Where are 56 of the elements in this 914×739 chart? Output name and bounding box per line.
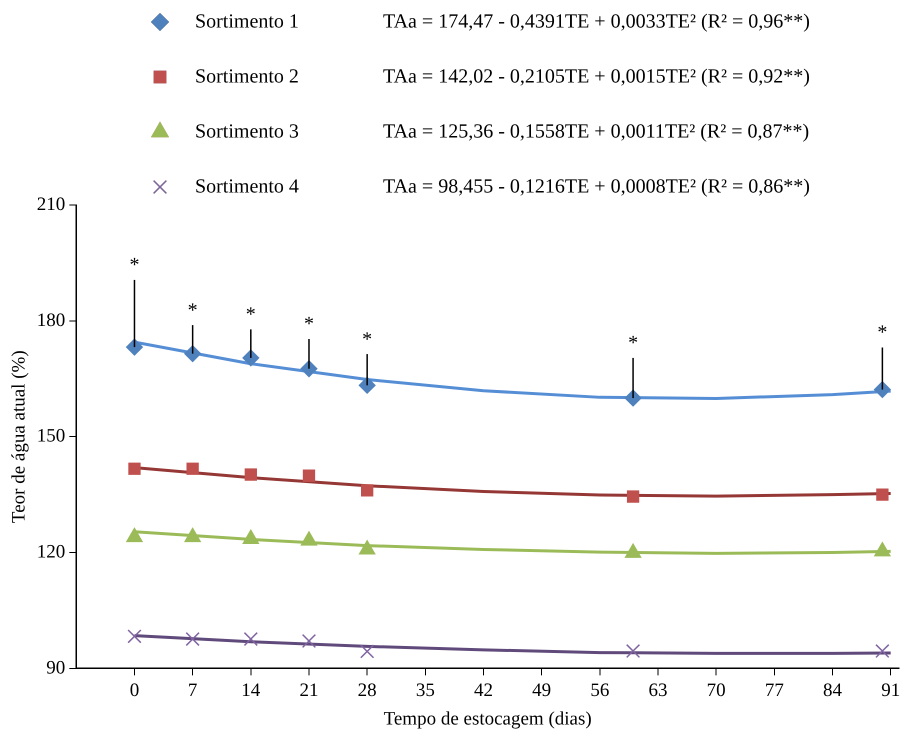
x-tick-label: 28	[358, 680, 377, 701]
y-tick-label: 210	[36, 194, 66, 215]
y-tick-label: 120	[36, 542, 66, 563]
legend-label: Sortimento 1	[195, 10, 299, 32]
point	[360, 484, 374, 497]
point	[126, 338, 143, 356]
x-axis-title: Tempo de estocagem (dias)	[384, 708, 592, 730]
x-tick-label: 7	[188, 680, 198, 701]
annotation: *	[188, 299, 198, 322]
annotation: *	[628, 332, 638, 354]
annotation: *	[246, 304, 256, 326]
point	[127, 629, 142, 644]
point	[624, 390, 642, 407]
x-tick-label: 56	[590, 680, 610, 701]
point	[876, 488, 889, 501]
point	[184, 345, 202, 362]
point	[244, 468, 257, 481]
annotation: *	[877, 322, 888, 344]
point	[875, 644, 890, 658]
x-tick-label: 35	[416, 680, 435, 701]
point	[626, 490, 640, 503]
annotation: *	[129, 254, 140, 276]
x-tick-label: 14	[241, 680, 261, 701]
x-tick-label: 0	[130, 680, 140, 701]
x-tick-label: 91	[881, 680, 900, 701]
legend-label: Sortimento 3	[195, 120, 299, 142]
x-tick-label: 21	[299, 680, 318, 701]
text: TAa = 125,36 - 0,1558TE + 0,0011TE² (R² = 0,87**)	[383, 120, 810, 142]
text: TAa = 174,47 - 0,4391TE + 0,0033TE² (R² = 0,96**)	[383, 10, 810, 32]
x-tick-label: 42	[474, 680, 493, 701]
point	[626, 644, 640, 658]
point	[128, 462, 141, 475]
legend-label: Sortimento 2	[195, 65, 299, 88]
point	[244, 632, 258, 646]
x-tick-label: 84	[823, 680, 843, 701]
annotation: *	[362, 328, 372, 350]
y-tick-label: 180	[36, 310, 66, 331]
text: TAa = 142,02 - 0,2105TE + 0,0015TE² (R² = 0,92**)	[383, 65, 810, 88]
point	[874, 381, 891, 398]
y-axis-title: Teor de água atual (%)	[8, 350, 30, 524]
point	[302, 470, 316, 482]
annotation: *	[304, 313, 314, 336]
x-tick-label: 49	[532, 680, 552, 701]
point	[186, 632, 200, 646]
x-tick-label: 70	[706, 680, 726, 701]
point	[360, 644, 374, 659]
x-tick-label: 77	[764, 680, 784, 701]
legend-label: Sortimento 4	[195, 175, 299, 198]
text: TAa = 98,455 - 0,1216TE + 0,0008TE² (R² = 0,86**)	[383, 175, 810, 198]
point	[242, 349, 260, 366]
x-tick-label: 63	[648, 680, 668, 701]
point	[302, 634, 316, 648]
y-tick-label: 150	[36, 426, 66, 447]
point	[186, 462, 199, 475]
point	[358, 376, 376, 394]
y-tick-label: 90	[46, 657, 66, 678]
